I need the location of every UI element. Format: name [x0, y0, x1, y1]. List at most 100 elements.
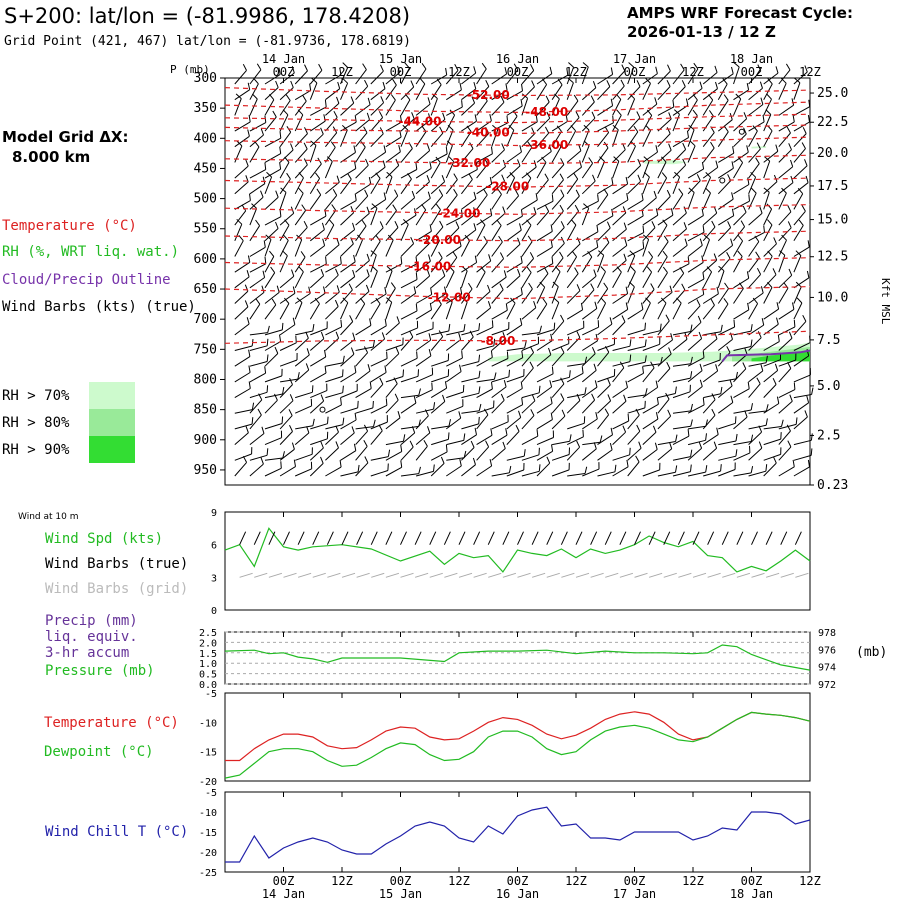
- wind-barb-flag: [661, 172, 667, 179]
- wind-barb-staff: [415, 260, 431, 273]
- wind-barb-staff: [461, 336, 474, 351]
- wind-barb-flag: [718, 265, 725, 272]
- wind-barb-flag: [337, 81, 341, 89]
- wind-barb-staff: [310, 120, 326, 132]
- height-tick-label: 20.0: [817, 146, 848, 161]
- wind-barb-staff: [340, 390, 358, 399]
- wind-barb-staff: [234, 306, 249, 320]
- wind-barb-staff: [279, 224, 290, 242]
- wind-barb-staff: [567, 393, 585, 399]
- wind-barb-flag: [260, 190, 264, 198]
- wind-barb-staff: [687, 88, 703, 101]
- wind-barb-flag: [576, 393, 581, 401]
- grid-point-info: Grid Point (421, 467) lat/lon = (-81.973…: [4, 34, 411, 49]
- wind-barb-staff: [476, 194, 488, 210]
- isotherm-line: [224, 136, 811, 147]
- grid-barb: [648, 572, 663, 578]
- wind-barb-staff: [793, 416, 808, 430]
- wind-barb-staff: [400, 197, 415, 210]
- wind-barb-flag: [584, 356, 588, 364]
- wind-barb-flag: [266, 338, 269, 346]
- wind-barb-staff: [733, 89, 749, 101]
- wind-barb-staff: [672, 377, 691, 383]
- wind-barb-staff: [430, 292, 447, 304]
- wind-barb-staff: [264, 239, 272, 257]
- wind-barb-flag: [415, 256, 418, 264]
- wind-barb-flag: [576, 237, 581, 245]
- wind-barb-flag: [428, 333, 432, 341]
- wind-barb-staff: [264, 228, 279, 242]
- wind-barb-flag: [750, 465, 754, 474]
- wind-barb-staff: [445, 271, 455, 289]
- top-hour-label: 00Z: [273, 65, 295, 79]
- wind-barb-flag: [529, 346, 535, 353]
- wind-barb-flag: [274, 393, 278, 401]
- wind-barb-staff: [597, 215, 614, 226]
- wind-barb-flag: [433, 402, 436, 410]
- wind-barb-staff: [566, 256, 578, 273]
- wind-barb-flag: [705, 187, 711, 194]
- wind-barb-staff: [294, 302, 303, 320]
- wind-barb-flag: [788, 143, 792, 150]
- surface-barbs: [239, 531, 802, 545]
- wind-barb-staff: [748, 130, 758, 147]
- wind-barb-flag: [303, 158, 308, 166]
- wind-barb-flag: [742, 362, 747, 370]
- isotherm-label: -20.00: [418, 233, 461, 247]
- wind-barb-flag: [529, 361, 534, 369]
- wind-barb-flag: [247, 82, 251, 90]
- grid-barb: [458, 572, 473, 578]
- wind-barb-flag: [666, 79, 671, 87]
- wind-barb-staff: [264, 272, 276, 289]
- temp-legend-item: Temperature (°C): [44, 715, 179, 731]
- wind-barb-staff: [672, 164, 686, 179]
- wind-barb-flag: [575, 189, 580, 197]
- wind-barb-flag: [699, 81, 703, 89]
- wind-barb-staff: [642, 256, 654, 273]
- isotherm-line: [224, 124, 811, 135]
- isotherm-line: [224, 330, 811, 344]
- wind-barb-staff: [309, 163, 322, 179]
- wind-barb-flag: [526, 266, 532, 273]
- wind-barb-flag: [363, 126, 368, 134]
- wind-barb-staff: [687, 129, 695, 147]
- wind-barb-flag: [426, 269, 431, 277]
- wind-barb-staff: [355, 146, 366, 163]
- wind-barb-staff: [340, 450, 357, 461]
- wind-barb-staff: [642, 469, 660, 477]
- wind-barb-staff: [793, 133, 807, 148]
- wind-barb-flag: [761, 318, 765, 326]
- wind-barb-staff: [385, 353, 400, 367]
- wind-barb-flag: [261, 426, 265, 434]
- wind-barb-flag: [811, 387, 814, 395]
- top-hour-label: 00Z: [741, 65, 763, 79]
- wind-barb-staff: [279, 131, 292, 147]
- wind-barb-staff: [309, 303, 320, 320]
- forecast-cycle-label: AMPS WRF Forecast Cycle:: [627, 4, 853, 22]
- wind-barb-flag: [292, 286, 296, 294]
- wind-barb-staff: [385, 121, 402, 132]
- legend-item-label: Wind Barbs (kts) (true): [2, 299, 196, 315]
- height-tick-label: 22.5: [817, 115, 848, 130]
- wind-barb-flag: [449, 109, 455, 116]
- wind-barb-staff: [581, 163, 594, 179]
- wind-barb-flag: [271, 298, 277, 306]
- wind-barb-staff: [325, 447, 339, 461]
- wind-barb-staff: [325, 181, 340, 195]
- wind-barb-staff: [340, 243, 354, 257]
- wind-barb-flag: [633, 125, 639, 133]
- wind-barb-staff: [642, 363, 661, 367]
- grid-barb: [254, 572, 268, 578]
- wind-barb-staff: [445, 70, 459, 85]
- wind-barb-flag: [560, 393, 565, 400]
- height-tick-label: 12.5: [817, 250, 848, 265]
- wind-barb-flag: [371, 265, 378, 272]
- wind-barb-flag: [623, 394, 627, 402]
- wind-barb-flag: [442, 112, 446, 120]
- wind-barb-flag: [372, 400, 374, 408]
- wind-barb-staff: [687, 231, 705, 242]
- wind-barb-staff: [778, 182, 794, 195]
- wind-barb-staff: [249, 372, 266, 383]
- wind-barb-staff: [446, 391, 464, 399]
- wind-barb-staff: [506, 431, 520, 445]
